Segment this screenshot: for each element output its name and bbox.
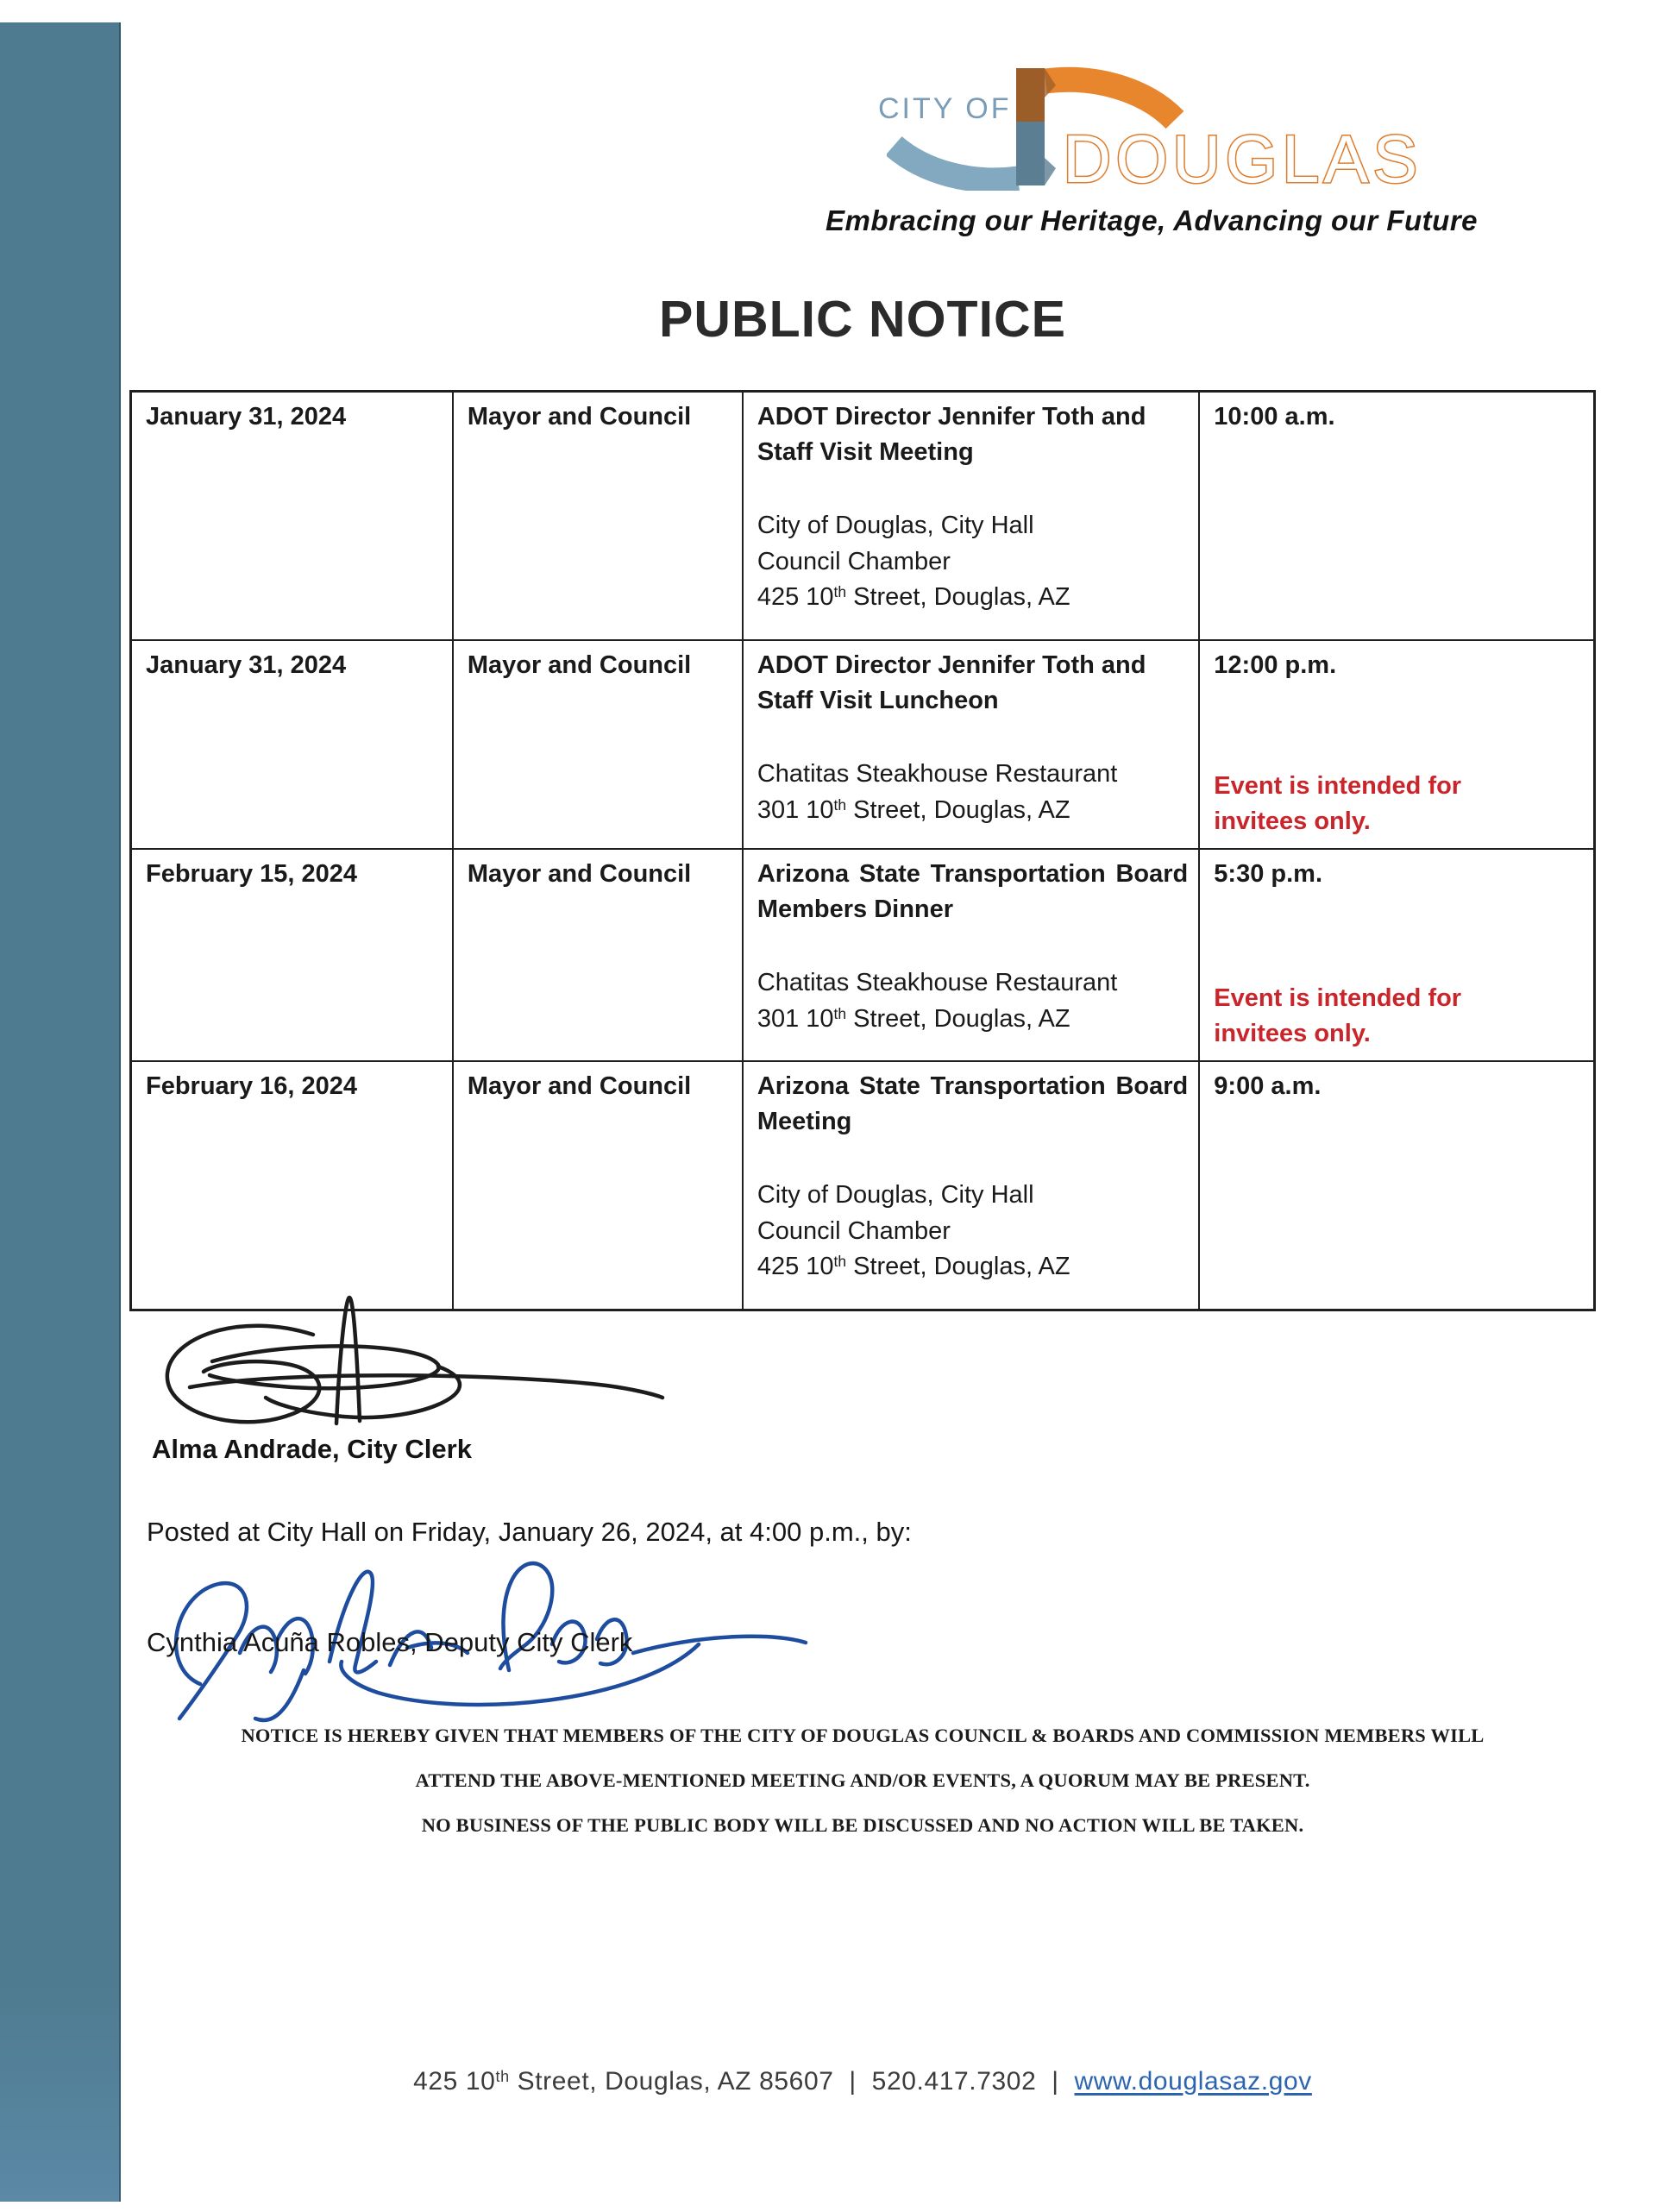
- event-time-cell: 9:00 a.m.: [1198, 1060, 1596, 1311]
- event-time: 10:00 a.m.: [1214, 403, 1335, 430]
- superscript: th: [833, 583, 847, 601]
- logo-tagline: Embracing our Heritage, Advancing our Fu…: [825, 204, 1479, 236]
- table-row: January 31, 2024 Mayor and Council ADOT …: [129, 390, 1596, 641]
- website-link[interactable]: www.douglasaz.gov: [1074, 2067, 1312, 2096]
- event-details: ADOT Director Jennifer Toth and Staff Vi…: [741, 639, 1201, 850]
- superscript: th: [495, 2068, 510, 2086]
- superscript: th: [833, 796, 847, 814]
- left-accent-strip: [0, 22, 121, 2202]
- event-public-body: Mayor and Council: [451, 1060, 744, 1311]
- event-time: 12:00 p.m.: [1214, 651, 1337, 679]
- city-logo: CITY OF DOUGLAS Embracing our Heritage, …: [811, 47, 1492, 263]
- legal-notice: NOTICE IS HEREBY GIVEN THAT MEMBERS OF T…: [241, 1725, 1485, 1836]
- event-time-cell: 10:00 a.m.: [1198, 390, 1596, 641]
- superscript: th: [833, 1005, 847, 1023]
- posted-statement: Posted at City Hall on Friday, January 2…: [147, 1517, 912, 1547]
- event-location: Chatitas Steakhouse Restaurant 301 10th S…: [757, 760, 1118, 824]
- event-time: 9:00 a.m.: [1214, 1072, 1322, 1100]
- events-table: January 31, 2024 Mayor and Council ADOT …: [129, 390, 1596, 1311]
- event-location: Chatitas Steakhouse Restaurant 301 10th S…: [757, 969, 1118, 1033]
- table-row: February 15, 2024 Mayor and Council Ariz…: [129, 848, 1596, 1062]
- event-note: Event is intended for invitees only.: [1214, 983, 1462, 1047]
- douglas-wordmark-text: DOUGLAS: [1063, 121, 1422, 197]
- event-title: ADOT Director Jennifer Toth and Staff Vi…: [757, 651, 1146, 715]
- city-clerk-name: Alma Andrade, City Clerk: [152, 1434, 472, 1464]
- event-time-cell: 12:00 p.m. Event is intended for invitees…: [1198, 639, 1596, 850]
- event-note: Event is intended for invitees only.: [1214, 771, 1462, 835]
- deputy-clerk-signature-image: [173, 1562, 808, 1723]
- event-date: January 31, 2024: [129, 639, 454, 850]
- event-date: February 16, 2024: [129, 1060, 454, 1311]
- footer-contact-line: 425 10th Street, Douglas, AZ 85607 | 520…: [413, 2067, 1312, 2096]
- city-clerk-signature-image: [165, 1295, 665, 1426]
- event-title: Arizona State Transportation Board Membe…: [757, 860, 1189, 924]
- event-date: January 31, 2024: [129, 390, 454, 641]
- event-date: February 15, 2024: [129, 848, 454, 1062]
- event-details: Arizona State Transportation Board Membe…: [741, 848, 1201, 1062]
- event-location: City of Douglas, City Hall Council Chambe…: [757, 512, 1070, 611]
- event-title: Arizona State Transportation Board Meeti…: [757, 1072, 1189, 1136]
- event-details: ADOT Director Jennifer Toth and Staff Vi…: [741, 390, 1201, 641]
- page-title: PUBLIC NOTICE: [659, 291, 1066, 348]
- superscript: th: [833, 1253, 847, 1271]
- event-location: City of Douglas, City Hall Council Chambe…: [757, 1181, 1070, 1280]
- table-row: February 16, 2024 Mayor and Council Ariz…: [129, 1060, 1596, 1311]
- event-details: Arizona State Transportation Board Meeti…: [741, 1060, 1201, 1311]
- event-time: 5:30 p.m.: [1214, 860, 1322, 888]
- event-time-cell: 5:30 p.m. Event is intended for invitees …: [1198, 848, 1596, 1062]
- table-row: January 31, 2024 Mayor and Council ADOT …: [129, 639, 1596, 850]
- event-public-body: Mayor and Council: [451, 639, 744, 850]
- logo-city-of-label: CITY OF: [878, 92, 1012, 125]
- event-title: ADOT Director Jennifer Toth and Staff Vi…: [757, 403, 1146, 467]
- event-public-body: Mayor and Council: [451, 848, 744, 1062]
- douglas-wordmark: DOUGLAS: [1062, 120, 1422, 198]
- deputy-clerk-name: Cynthia Acuña Robles, Deputy City Clerk: [147, 1627, 633, 1657]
- event-public-body: Mayor and Council: [451, 390, 744, 641]
- douglas-d-logo-icon: [887, 66, 1183, 191]
